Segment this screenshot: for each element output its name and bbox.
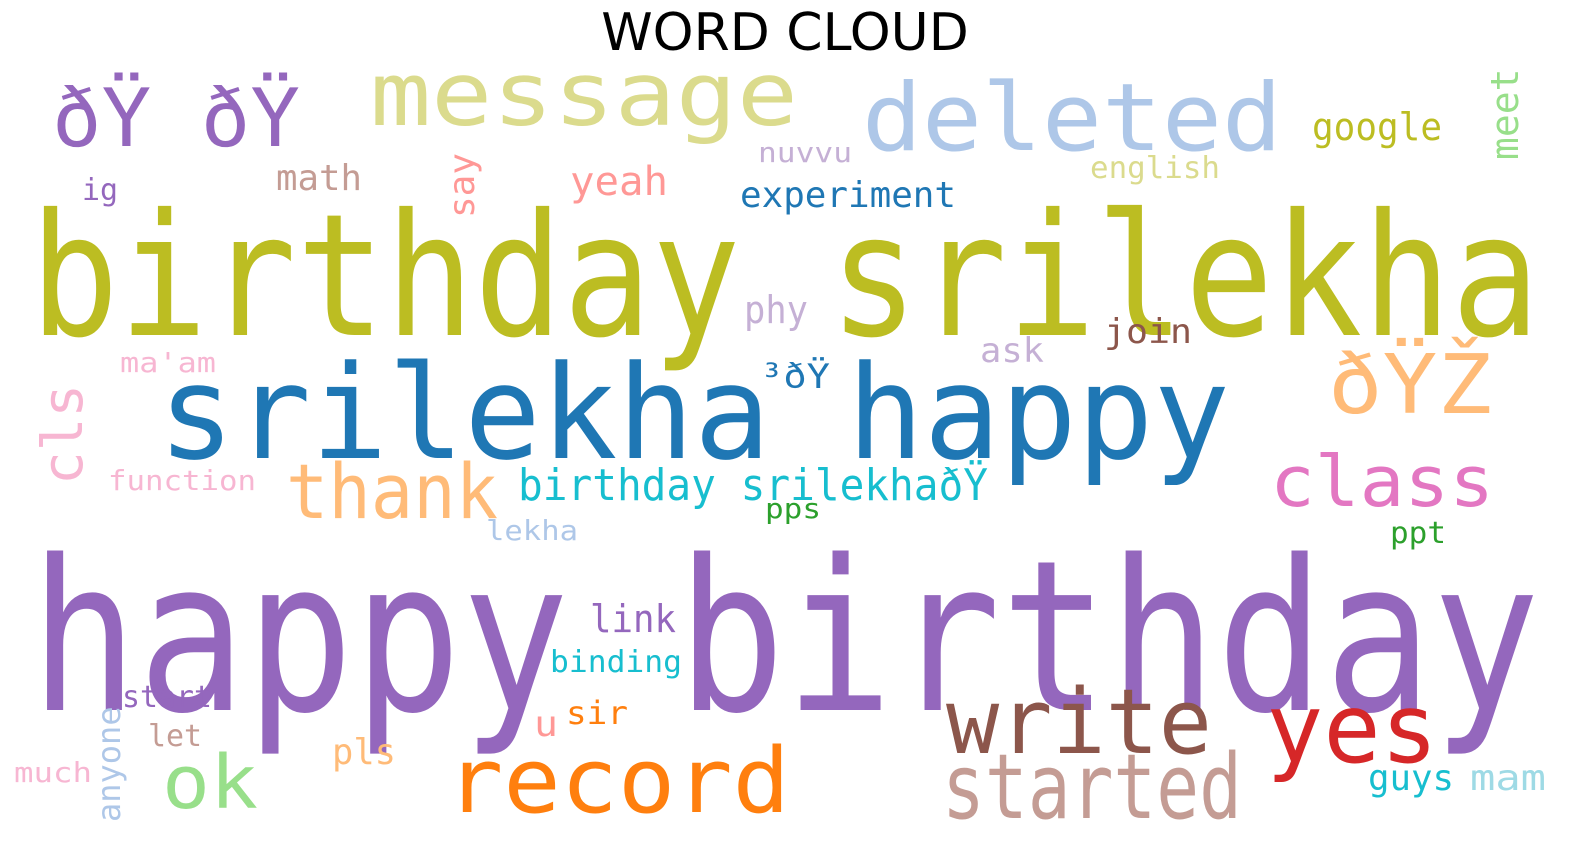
cloud-word: experiment: [740, 175, 956, 216]
cloud-word: cls: [31, 384, 96, 485]
cloud-word: phy: [744, 288, 808, 332]
cloud-word: math: [276, 158, 362, 199]
cloud-word: meet: [1483, 68, 1527, 160]
cloud-word: started: [942, 735, 1242, 840]
cloud-word: binding: [550, 645, 682, 680]
cloud-word: say: [442, 153, 483, 218]
cloud-word: function: [108, 464, 256, 497]
cloud-word: ig: [82, 173, 118, 208]
cloud-word: ³ðŸ: [760, 357, 830, 397]
cloud-word: start: [122, 680, 212, 715]
cloud-word: lekha: [486, 514, 578, 547]
cloud-word: birthday srilekhaðŸ: [518, 459, 988, 511]
cloud-word: sir: [566, 694, 628, 732]
cloud-word: anyone: [90, 706, 128, 822]
cloud-word: pls: [332, 732, 396, 773]
cloud-word: ok: [162, 740, 258, 826]
cloud-word: message: [370, 43, 798, 146]
cloud-word: ðŸŽ: [1328, 336, 1492, 433]
cloud-word: ma'am: [120, 346, 216, 379]
cloud-word: ppt: [1390, 516, 1446, 551]
cloud-word: ask: [980, 331, 1044, 371]
cloud-word: class: [1270, 441, 1494, 523]
cloud-word: mam: [1470, 758, 1546, 799]
cloud-word: pps: [765, 492, 821, 525]
cloud-word: much: [14, 756, 92, 789]
cloud-word: record: [446, 729, 790, 834]
cloud-word: ðŸ ðŸ: [52, 72, 300, 165]
cloud-word: google: [1312, 105, 1442, 149]
cloud-word: link: [590, 597, 676, 641]
cloud-word: english: [1090, 151, 1220, 186]
cloud-word: nuvvu: [758, 136, 852, 169]
cloud-word: guys: [1368, 758, 1454, 799]
cloud-word: join: [1104, 312, 1192, 352]
cloud-word: yeah: [570, 159, 668, 205]
cloud-word: thank: [286, 447, 498, 536]
